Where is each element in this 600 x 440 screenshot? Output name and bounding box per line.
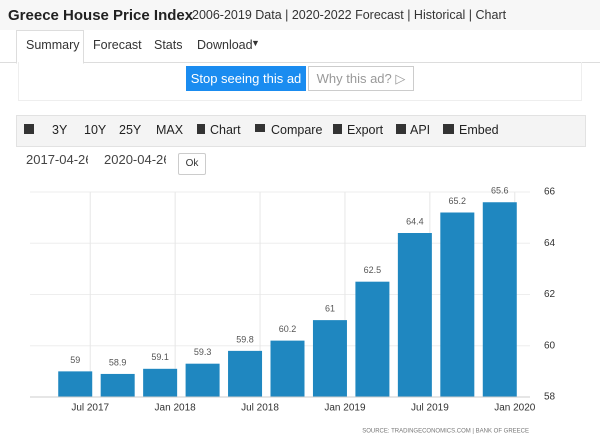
tool-button[interactable]: 25Y — [119, 123, 142, 137]
value-label: 60.2 — [279, 324, 297, 334]
api-icon — [396, 124, 406, 134]
y-tick-label: 60 — [544, 340, 556, 351]
tab-bar — [0, 30, 600, 63]
page-title: Greece House Price Index — [8, 7, 194, 24]
bar — [355, 281, 390, 397]
dropdown-caret: ▼ — [251, 38, 260, 48]
source-note: SOURCE: TRADINGECONOMICS.COM | BANK OF G… — [362, 429, 529, 435]
value-label: 59 — [70, 355, 80, 365]
tab[interactable]: Download — [197, 38, 253, 52]
value-label: 58.9 — [109, 357, 127, 367]
chart: 58 60 62 64 66 Jul 2017 Jan 2018 Jul 2018 Jan 20… — [30, 186, 556, 435]
header-bar — [0, 0, 600, 30]
bar — [482, 202, 517, 397]
tool-button[interactable]: 10Y — [84, 123, 107, 137]
active-tab-frame — [16, 30, 84, 64]
export-icon — [333, 124, 342, 134]
y-tick-label: 62 — [544, 289, 556, 300]
y-tick-label: 58 — [544, 392, 556, 403]
tool-button[interactable]: 3Y — [52, 123, 68, 137]
ok-button[interactable]: Ok — [178, 153, 206, 175]
toolbar — [16, 115, 586, 147]
x-tick-label: Jan 2020 — [494, 403, 536, 414]
date-input[interactable]: 2020-04-26 — [104, 152, 166, 167]
bar — [143, 368, 178, 397]
ad-button[interactable]: Why this ad? ▷ — [308, 66, 414, 91]
x-tick-label: Jul 2019 — [411, 403, 449, 414]
page-subtitle: 2006-2019 Data | 2020-2022 Forecast | Hi… — [192, 8, 507, 22]
value-label: 61 — [325, 304, 335, 314]
y-tick-label: 66 — [544, 187, 556, 198]
embed-icon — [443, 124, 454, 134]
bar — [100, 373, 135, 397]
bar — [270, 340, 305, 397]
y-tick-label: 64 — [544, 238, 556, 249]
bar — [312, 320, 347, 397]
chart-icon — [197, 124, 205, 134]
bar — [228, 350, 263, 397]
calendar-icon[interactable] — [24, 124, 34, 134]
ad-box — [18, 62, 582, 101]
x-tick-label: Jan 2019 — [324, 403, 366, 414]
x-tick-label: Jul 2017 — [71, 403, 109, 414]
value-label: 65.6 — [491, 186, 509, 196]
tool-button[interactable]: Export — [347, 123, 384, 137]
bar — [397, 233, 432, 397]
value-label: 59.1 — [151, 352, 169, 362]
tab[interactable]: Stats — [154, 38, 183, 52]
compare-icon — [255, 124, 265, 132]
tab[interactable]: Summary — [26, 38, 80, 52]
x-tick-label: Jan 2018 — [155, 403, 197, 414]
value-label: 64.4 — [406, 216, 424, 226]
tool-button[interactable]: Embed — [459, 123, 499, 137]
date-input[interactable]: 2017-04-26 — [26, 152, 88, 167]
value-label: 62.5 — [364, 265, 382, 275]
bar — [58, 371, 93, 397]
bar — [185, 363, 220, 397]
tool-button[interactable]: API — [410, 123, 431, 137]
ad-button[interactable]: Stop seeing this ad — [186, 66, 306, 91]
tab[interactable]: Forecast — [93, 38, 142, 52]
tool-button[interactable]: Chart — [210, 123, 241, 137]
tool-button[interactable]: MAX — [156, 123, 184, 137]
value-label: 65.2 — [449, 196, 467, 206]
value-label: 59.3 — [194, 347, 212, 357]
tool-button[interactable]: Compare — [271, 123, 323, 137]
x-tick-label: Jul 2018 — [241, 403, 279, 414]
bar — [440, 212, 475, 397]
value-label: 59.8 — [236, 334, 254, 344]
